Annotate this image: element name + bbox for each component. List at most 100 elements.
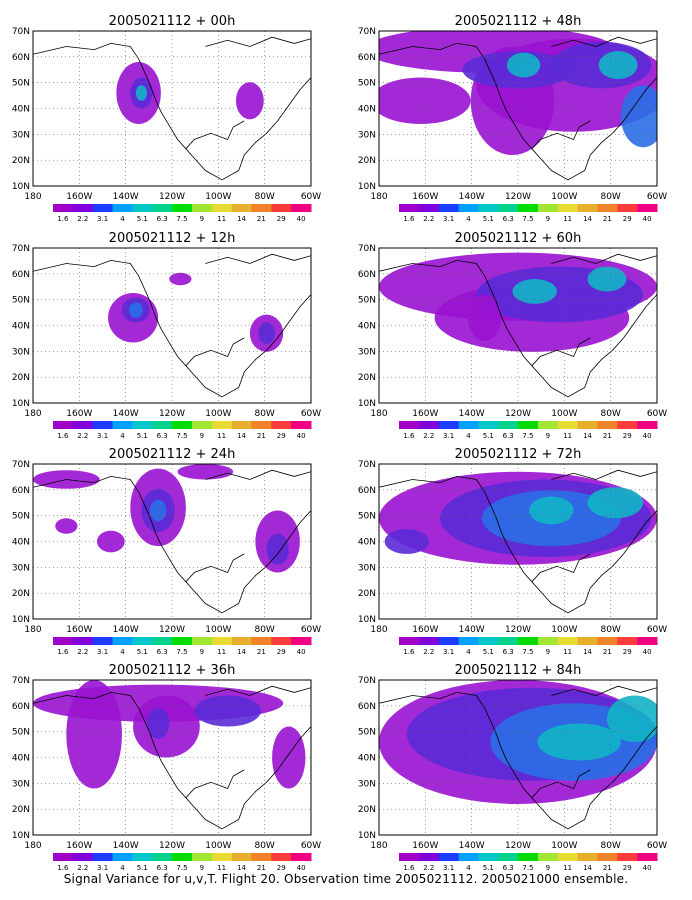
panel-title: 2005021112 + 84h: [455, 663, 582, 678]
colorbar-label: 21: [257, 648, 266, 656]
colorbar-label: 14: [583, 432, 592, 440]
colorbar-swatch: [271, 421, 292, 429]
colorbar-swatch: [92, 637, 114, 645]
lat-label: 10N: [358, 831, 376, 841]
colorbar-label: 9: [200, 864, 204, 872]
colorbar-swatch: [72, 853, 94, 861]
variance-contour: [537, 723, 621, 761]
lat-label: 20N: [12, 373, 30, 383]
lat-label: 20N: [12, 589, 30, 599]
panel-title: 2005021112 + 60h: [455, 231, 582, 246]
colorbar-swatch: [72, 204, 94, 212]
colorbar-label: 11: [217, 864, 226, 872]
colorbar-label: 2.2: [77, 864, 88, 872]
colorbar-label: 7.5: [522, 432, 533, 440]
map-panel: 2005021112 + 72h 70N 60N 50N 40N 30N 20N 10N180…: [358, 447, 667, 656]
colorbar-label: 9: [546, 215, 550, 223]
lat-label: 40N: [12, 322, 30, 332]
colorbar-label: 3.1: [443, 432, 454, 440]
colorbar-swatch: [557, 853, 579, 861]
variance-field: [33, 680, 311, 830]
coastline: [185, 337, 245, 367]
lon-label: 180: [24, 841, 41, 851]
variance-contour: [587, 487, 644, 519]
lon-label: 100W: [205, 192, 231, 202]
lon-label: 140W: [113, 625, 139, 635]
colorbar-swatch: [537, 421, 559, 429]
colorbar-label: 9: [200, 215, 204, 223]
lat-label: 20N: [358, 805, 376, 815]
lon-label: 180: [370, 841, 387, 851]
colorbar-swatch: [191, 204, 213, 212]
colorbar-label: 29: [623, 864, 632, 872]
variance-field: [33, 253, 311, 398]
variance-contour: [266, 533, 289, 565]
coastline: [551, 253, 657, 264]
colorbar-swatch: [557, 421, 579, 429]
colorbar-swatch: [152, 204, 173, 212]
lon-label: 100W: [551, 409, 577, 419]
map-panel: 2005021112 + 60h 70N 60N 50N 40N 30N 20N 10N180…: [358, 231, 667, 440]
lon-label: 140W: [113, 409, 139, 419]
colorbar-label: 6.3: [503, 864, 514, 872]
panel-title: 2005021112 + 72h: [455, 447, 582, 462]
lat-label: 50N: [12, 512, 30, 522]
colorbar-swatch: [478, 637, 499, 645]
lon-label: 180: [24, 625, 41, 635]
variance-contour: [467, 294, 502, 341]
colorbar-swatch: [637, 637, 658, 645]
lat-label: 70N: [358, 27, 376, 37]
colorbar-label: 5.1: [137, 864, 148, 872]
lon-label: 80W: [600, 625, 620, 635]
colorbar-label: 40: [297, 864, 306, 872]
colorbar-swatch: [458, 421, 479, 429]
colorbar-label: 11: [563, 432, 572, 440]
colorbar-swatch: [211, 421, 233, 429]
lat-label: 50N: [12, 79, 30, 89]
colorbar-swatch: [438, 637, 460, 645]
coastline: [531, 120, 591, 150]
colorbar-swatch: [498, 853, 519, 861]
colorbar-label: 5.1: [137, 432, 148, 440]
variance-contour: [169, 272, 192, 286]
colorbar-swatch: [191, 421, 213, 429]
colorbar-swatch: [172, 637, 193, 645]
lon-label: 80W: [600, 409, 620, 419]
colorbar-label: 29: [277, 215, 286, 223]
colorbar-swatch: [597, 421, 618, 429]
colorbar-label: 29: [623, 648, 632, 656]
colorbar-label: 2.2: [423, 215, 434, 223]
colorbar-swatch: [152, 421, 173, 429]
colorbar-swatch: [518, 637, 539, 645]
colorbar-label: 29: [623, 432, 632, 440]
colorbar-label: 9: [546, 648, 550, 656]
map-panel: 2005021112 + 24h 70N 60N 50N 40N 30N 20N 10N180…: [12, 447, 321, 656]
colorbar-label: 2.2: [423, 432, 434, 440]
colorbar-swatch: [518, 853, 539, 861]
colorbar-label: 11: [563, 648, 572, 656]
colorbar-swatch: [597, 204, 618, 212]
colorbar-swatch: [478, 853, 499, 861]
lon-label: 100W: [551, 192, 577, 202]
lon-label: 60W: [301, 841, 321, 851]
colorbar-swatch: [152, 853, 173, 861]
colorbar-swatch: [132, 421, 153, 429]
coastline: [205, 469, 311, 480]
colorbar-label: 21: [603, 215, 612, 223]
lat-label: 30N: [12, 347, 30, 357]
panel-title: 2005021112 + 48h: [455, 14, 582, 29]
colorbar-label: 1.6: [57, 432, 69, 440]
coastline: [205, 253, 311, 264]
variance-contour: [620, 85, 657, 148]
lon-label: 100W: [551, 841, 577, 851]
lat-label: 70N: [12, 27, 30, 37]
lat-label: 60N: [358, 702, 376, 712]
variance-field: [379, 680, 657, 830]
colorbar-swatch: [478, 204, 499, 212]
colorbar-swatch: [53, 421, 74, 429]
colorbar-swatch: [418, 421, 440, 429]
lat-label: 40N: [358, 322, 376, 332]
colorbar-swatch: [112, 853, 133, 861]
colorbar-swatch: [251, 204, 272, 212]
lat-label: 30N: [12, 563, 30, 573]
